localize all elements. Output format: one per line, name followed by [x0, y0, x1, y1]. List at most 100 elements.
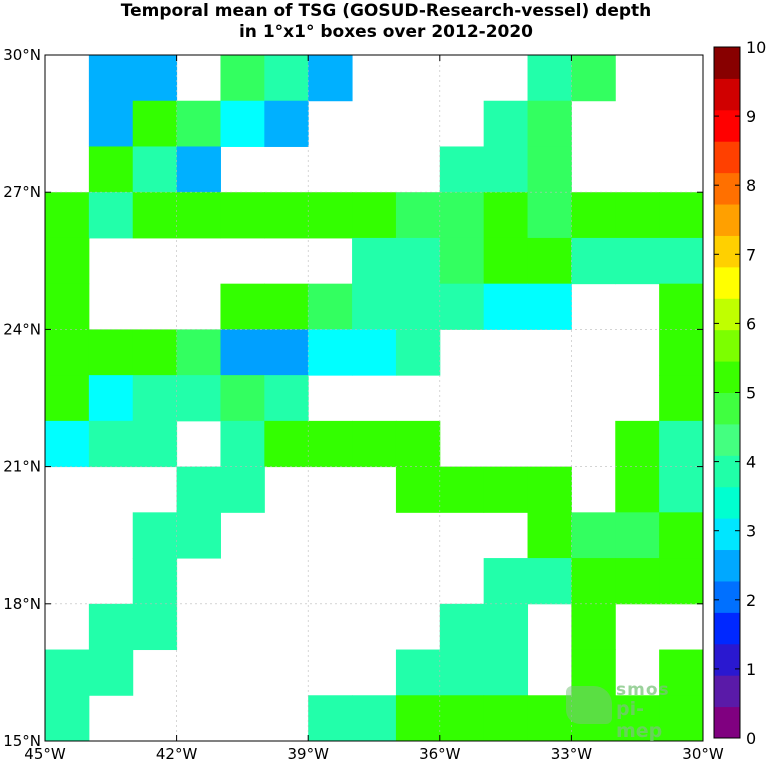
heatmap-cell — [176, 466, 221, 513]
heatmap-cell — [527, 100, 572, 147]
heatmap-cell — [439, 192, 485, 239]
heatmap-cell — [659, 512, 704, 559]
heatmap-cell — [571, 603, 616, 651]
heatmap-cell — [483, 146, 529, 193]
y-tick-label: 18°N — [3, 595, 41, 613]
heatmap-cell — [45, 283, 90, 330]
heatmap-cell — [88, 420, 134, 468]
heatmap-cell — [659, 192, 704, 239]
heatmap-cell — [527, 466, 572, 513]
heatmap-cell — [527, 512, 572, 559]
heatmap-cell — [571, 512, 616, 559]
heatmap-cell — [615, 695, 660, 742]
colorbar-tick-label: 8 — [746, 176, 756, 195]
heatmap-cell — [264, 420, 309, 468]
heatmap-cell — [659, 375, 704, 422]
y-tick-label: 30°N — [3, 46, 41, 64]
heatmap-cell — [176, 146, 221, 193]
ticks-layer: 45°W 42°W 39°W 36°W 33°W 30°W 15°N 18°N 21°N 24°N… — [3, 46, 724, 763]
heatmap-cell — [132, 420, 178, 468]
heatmap-cell — [439, 695, 485, 742]
colorbar-tick-label: 10 — [746, 38, 766, 57]
heatmap-cell — [395, 283, 441, 330]
heatmap-cell — [176, 329, 221, 376]
heatmap-cell — [176, 192, 221, 239]
heatmap-cell — [615, 512, 660, 559]
heatmap-cell — [527, 283, 572, 330]
heatmap-cell — [527, 237, 572, 285]
heatmap-cell — [88, 55, 134, 102]
colorbar-swatch — [714, 329, 740, 362]
cells-layer — [45, 55, 704, 742]
heatmap-cell — [308, 283, 353, 330]
heatmap-cell — [308, 192, 353, 239]
logo-text-pi-mep: pi-mep — [616, 698, 663, 742]
logo-text-smos: smos — [616, 680, 670, 700]
heatmap-cell — [264, 100, 309, 147]
heatmap-cell — [264, 192, 309, 239]
heatmap-cell — [132, 192, 178, 239]
heatmap-cell — [659, 283, 704, 330]
heatmap-cell — [483, 237, 529, 285]
heatmap-cell — [220, 420, 265, 468]
heatmap-cell — [659, 237, 704, 285]
heatmap-cell — [395, 329, 441, 376]
heatmap-cell — [615, 466, 660, 513]
heatmap-cell — [527, 146, 572, 193]
colorbar-swatch — [714, 706, 740, 739]
heatmap-cell — [264, 55, 309, 102]
heatmap-cell — [615, 192, 660, 239]
heatmap-cell — [220, 100, 265, 147]
heatmap-cell — [220, 192, 265, 239]
colorbar-swatch — [714, 612, 740, 645]
heatmap-cell — [308, 329, 353, 376]
colorbar-tick-label: 5 — [746, 384, 756, 403]
colorbar-swatch — [714, 109, 740, 142]
heatmap-cell — [395, 192, 441, 239]
heatmap-cell — [615, 237, 660, 285]
colorbar-swatch — [714, 643, 740, 676]
y-tick-label: 15°N — [3, 732, 41, 750]
colorbar-swatch — [714, 486, 740, 519]
colorbar-swatch — [714, 518, 740, 551]
heatmap-cell — [395, 466, 441, 513]
heatmap-cell — [88, 603, 134, 651]
heatmap-cell — [439, 466, 485, 513]
heatmap-cell — [132, 100, 178, 147]
heatmap-cell — [352, 283, 397, 330]
heatmap-cell — [88, 192, 134, 239]
colorbar-tick-label: 0 — [746, 729, 756, 748]
heatmap-cell — [659, 329, 704, 376]
heatmap-cell — [483, 649, 529, 696]
heatmap-cell — [352, 329, 397, 376]
x-tick-label: 42°W — [156, 745, 198, 763]
colorbar-tick-label: 4 — [746, 453, 756, 472]
smos-pi-mep-logo: smos pi-mep — [560, 680, 680, 742]
plot-frame — [44, 54, 704, 742]
colorbar-swatch — [714, 235, 740, 268]
heatmap-cell — [352, 420, 397, 468]
heatmap-cell — [45, 329, 90, 376]
heatmap-cell — [45, 375, 90, 422]
heatmap-cell — [308, 695, 353, 742]
y-tick-label: 27°N — [3, 183, 41, 201]
colorbar-swatch — [714, 266, 740, 299]
colorbar-swatch — [714, 78, 740, 111]
heatmap-cell — [88, 146, 134, 193]
heatmap-cell — [45, 649, 90, 696]
heatmap-cell — [395, 649, 441, 696]
colorbar-swatch — [714, 47, 740, 79]
heatmap-cell — [483, 192, 529, 239]
heatmap-cell — [483, 695, 529, 742]
heatmap-cell — [132, 512, 178, 559]
heatmap-cell — [483, 466, 529, 513]
heatmap-cell — [308, 55, 353, 102]
heatmap-cell — [439, 603, 485, 651]
heatmap-cell — [615, 420, 660, 468]
heatmap-cell — [527, 695, 572, 742]
heatmap-cell — [659, 420, 704, 468]
colorbar-swatch — [714, 455, 740, 488]
heatmap-cell — [220, 466, 265, 513]
colorbar-tick-label: 3 — [746, 522, 756, 541]
colorbar: 0 1 2 3 4 5 6 7 8 9 10 — [713, 38, 766, 748]
